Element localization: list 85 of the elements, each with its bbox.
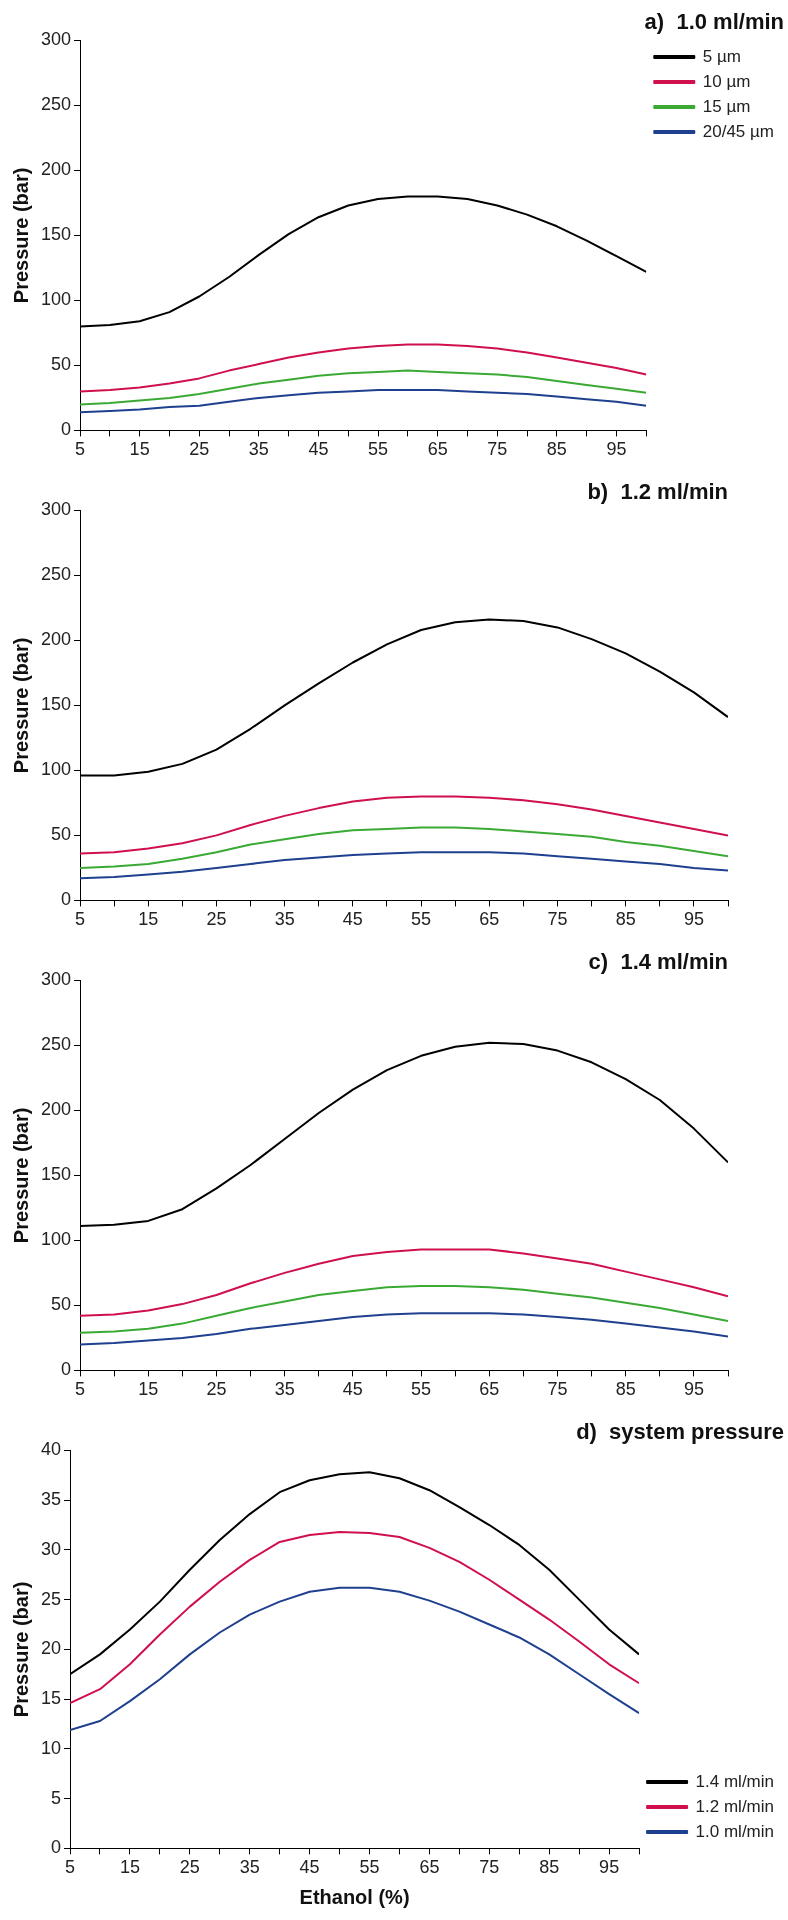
y-tick-label: 0 bbox=[61, 1359, 72, 1380]
legend-label: 1.4 ml/min bbox=[695, 1771, 775, 1791]
chart-title: c) 1.4 ml/min bbox=[588, 949, 728, 975]
x-tick-label: 25 bbox=[189, 439, 210, 460]
legend-label: 5 µm bbox=[702, 46, 741, 66]
x-tick-label: 35 bbox=[274, 909, 295, 930]
y-tick-label: 40 bbox=[40, 1439, 62, 1460]
y-tick-label: 30 bbox=[40, 1538, 62, 1559]
x-tick-label: 15 bbox=[129, 439, 150, 460]
y-tick-label: 0 bbox=[61, 419, 72, 440]
y-tick-label: 25 bbox=[40, 1588, 62, 1609]
x-tick-label: 45 bbox=[308, 439, 329, 460]
y-tick-label: 200 bbox=[40, 1099, 72, 1120]
y-tick-label: 250 bbox=[40, 94, 72, 115]
x-tick-label: 75 bbox=[479, 1857, 500, 1878]
x-tick-label: 85 bbox=[539, 1857, 560, 1878]
x-tick-label: 75 bbox=[487, 439, 508, 460]
chart-title: d) system pressure bbox=[576, 1419, 784, 1445]
y-tick-label: 100 bbox=[40, 289, 72, 310]
y-tick-label: 250 bbox=[40, 1034, 72, 1055]
x-tick-label: 95 bbox=[599, 1857, 620, 1878]
x-axis-title: Ethanol (%) bbox=[299, 1885, 410, 1908]
y-tick-label: 0 bbox=[61, 889, 72, 910]
x-tick-label: 45 bbox=[299, 1857, 320, 1878]
y-axis-title: Pressure (bar) bbox=[9, 637, 32, 774]
x-tick-label: 85 bbox=[615, 909, 636, 930]
y-tick-label: 150 bbox=[40, 1164, 72, 1185]
y-tick-label: 50 bbox=[51, 354, 72, 375]
y-tick-label: 20 bbox=[40, 1638, 62, 1659]
y-tick-label: 200 bbox=[40, 159, 72, 180]
x-tick-label: 95 bbox=[683, 1379, 704, 1400]
x-tick-label: 25 bbox=[206, 1379, 227, 1400]
x-tick-label: 75 bbox=[547, 909, 568, 930]
y-tick-label: 150 bbox=[40, 694, 72, 715]
x-tick-label: 55 bbox=[359, 1857, 380, 1878]
y-tick-label: 50 bbox=[51, 824, 72, 845]
legend-label: 20/45 µm bbox=[702, 121, 775, 141]
y-tick-label: 300 bbox=[40, 29, 72, 50]
x-tick-label: 65 bbox=[479, 1379, 500, 1400]
y-tick-label: 50 bbox=[51, 1294, 72, 1315]
y-axis-title: Pressure (bar) bbox=[9, 167, 32, 304]
x-tick-label: 55 bbox=[411, 909, 432, 930]
x-tick-label: 85 bbox=[615, 1379, 636, 1400]
x-tick-label: 25 bbox=[206, 909, 227, 930]
y-tick-label: 15 bbox=[40, 1688, 62, 1709]
y-tick-label: 100 bbox=[40, 1229, 72, 1250]
legend-label: 1.0 ml/min bbox=[695, 1821, 775, 1841]
x-tick-label: 45 bbox=[342, 909, 363, 930]
x-tick-label: 95 bbox=[683, 909, 704, 930]
x-tick-label: 5 bbox=[75, 909, 86, 930]
y-tick-label: 200 bbox=[40, 629, 72, 650]
y-tick-label: 150 bbox=[40, 224, 72, 245]
y-axis-title: Pressure (bar) bbox=[9, 1581, 32, 1718]
x-tick-label: 95 bbox=[606, 439, 627, 460]
x-tick-label: 15 bbox=[138, 909, 159, 930]
x-tick-label: 65 bbox=[479, 909, 500, 930]
x-tick-label: 15 bbox=[138, 1379, 159, 1400]
y-tick-label: 5 bbox=[51, 1787, 62, 1808]
y-tick-label: 250 bbox=[40, 564, 72, 585]
legend-label: 10 µm bbox=[702, 71, 751, 91]
text: a) 1.0 ml/min bbox=[644, 9, 784, 35]
chart-title: b) 1.2 ml/min bbox=[587, 479, 728, 505]
y-axis-title: Pressure (bar) bbox=[9, 1107, 32, 1244]
x-tick-label: 65 bbox=[419, 1857, 440, 1878]
y-tick-label: 300 bbox=[40, 969, 72, 990]
legend-label: 15 µm bbox=[702, 96, 751, 116]
y-tick-label: 100 bbox=[40, 759, 72, 780]
x-tick-label: 55 bbox=[368, 439, 389, 460]
x-tick-label: 5 bbox=[75, 1379, 86, 1400]
y-tick-label: 300 bbox=[40, 499, 72, 520]
x-tick-label: 65 bbox=[427, 439, 448, 460]
x-tick-label: 55 bbox=[411, 1379, 432, 1400]
legend-label: 1.2 ml/min bbox=[695, 1796, 775, 1816]
x-tick-label: 35 bbox=[239, 1857, 260, 1878]
x-tick-label: 15 bbox=[119, 1857, 140, 1878]
x-tick-label: 5 bbox=[75, 439, 86, 460]
x-tick-label: 75 bbox=[547, 1379, 568, 1400]
y-tick-label: 10 bbox=[40, 1737, 62, 1758]
y-tick-label: 0 bbox=[51, 1837, 62, 1858]
x-tick-label: 35 bbox=[248, 439, 269, 460]
x-tick-label: 25 bbox=[179, 1857, 200, 1878]
x-tick-label: 35 bbox=[274, 1379, 295, 1400]
x-tick-label: 45 bbox=[342, 1379, 363, 1400]
x-tick-label: 85 bbox=[546, 439, 567, 460]
y-tick-label: 35 bbox=[40, 1489, 62, 1510]
